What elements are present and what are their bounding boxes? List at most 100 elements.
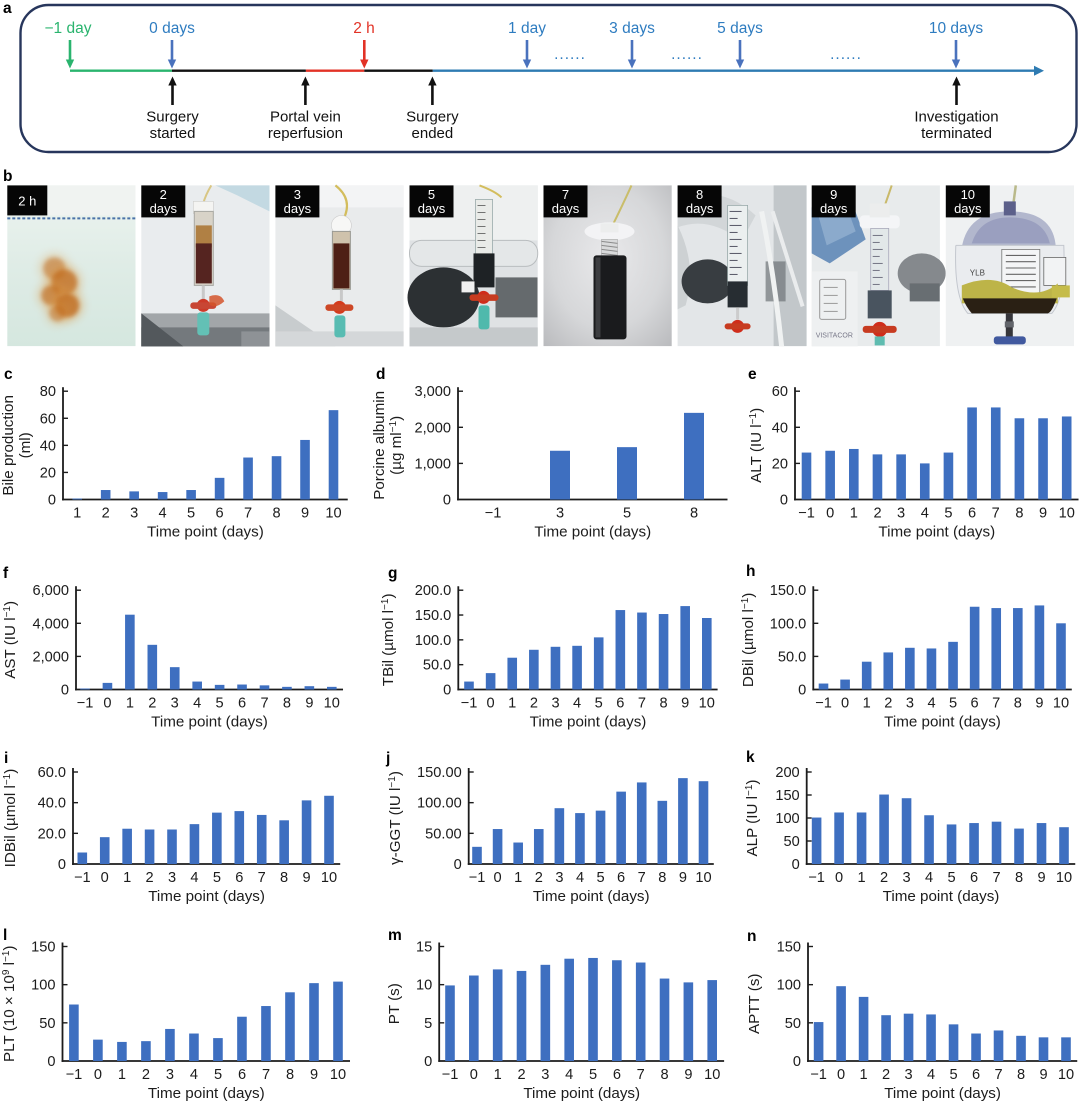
svg-text:Investigation: Investigation	[914, 109, 998, 126]
svg-text:(ml): (ml)	[17, 432, 34, 458]
svg-text:60: 60	[40, 411, 56, 427]
svg-text:6: 6	[970, 870, 978, 886]
svg-text:ended: ended	[412, 125, 454, 142]
svg-text:days: days	[954, 201, 982, 216]
svg-text:7: 7	[994, 1067, 1002, 1083]
svg-text:0: 0	[798, 683, 806, 699]
svg-text:3: 3	[541, 1067, 549, 1083]
svg-text:10: 10	[1059, 506, 1075, 522]
svg-text:3,000: 3,000	[414, 384, 451, 400]
svg-text:6: 6	[617, 870, 625, 886]
svg-text:3: 3	[166, 1067, 174, 1083]
svg-text:Bile production: Bile production	[0, 395, 17, 495]
svg-text:−1: −1	[798, 506, 815, 522]
svg-text:2: 2	[873, 506, 881, 522]
svg-text:PT (s): PT (s)	[386, 983, 403, 1024]
svg-text:100: 100	[31, 978, 55, 994]
svg-text:5: 5	[949, 696, 957, 712]
svg-text:8: 8	[696, 187, 703, 202]
svg-text:c: c	[4, 366, 13, 383]
svg-text:9: 9	[1035, 696, 1043, 712]
svg-text:10: 10	[1053, 696, 1069, 712]
svg-text:Time point (days): Time point (days)	[884, 1085, 1001, 1102]
svg-text:1 day: 1 day	[508, 20, 546, 37]
svg-text:50: 50	[785, 1016, 801, 1032]
svg-text:5: 5	[428, 187, 435, 202]
svg-text:10: 10	[325, 506, 341, 522]
svg-text:40: 40	[772, 420, 788, 436]
svg-text:1: 1	[858, 870, 866, 886]
svg-text:8: 8	[280, 870, 288, 886]
svg-text:5: 5	[596, 870, 604, 886]
svg-text:APTT (s): APTT (s)	[746, 974, 763, 1034]
svg-text:IDBil (µmol l−1): IDBil (µmol l−1)	[2, 769, 19, 868]
svg-text:days: days	[284, 201, 312, 216]
svg-text:8: 8	[660, 696, 668, 712]
svg-text:6: 6	[238, 696, 246, 712]
svg-text:9: 9	[303, 870, 311, 886]
svg-text:3: 3	[903, 870, 911, 886]
svg-text:4: 4	[573, 696, 581, 712]
svg-text:2: 2	[160, 187, 167, 202]
svg-text:7: 7	[562, 187, 569, 202]
svg-text:days: days	[150, 201, 178, 216]
svg-text:days: days	[418, 201, 446, 216]
svg-text:0: 0	[103, 696, 111, 712]
svg-text:8: 8	[1015, 870, 1023, 886]
svg-text:5: 5	[595, 696, 603, 712]
svg-text:0: 0	[793, 1054, 801, 1070]
svg-text:Time point (days): Time point (days)	[151, 714, 268, 731]
svg-text:d: d	[376, 366, 385, 383]
svg-text:7: 7	[258, 870, 266, 886]
svg-text:200: 200	[775, 765, 799, 781]
svg-text:6,000: 6,000	[32, 583, 69, 599]
svg-text:......: ......	[830, 46, 862, 63]
svg-text:4: 4	[193, 696, 201, 712]
svg-text:2: 2	[880, 870, 888, 886]
svg-text:7: 7	[638, 870, 646, 886]
svg-text:100.00: 100.00	[417, 796, 462, 812]
svg-text:10: 10	[699, 696, 715, 712]
svg-text:4: 4	[927, 696, 935, 712]
svg-text:days: days	[820, 201, 848, 216]
svg-text:(µg ml−1): (µg ml−1)	[388, 416, 405, 475]
svg-text:7: 7	[992, 696, 1000, 712]
svg-text:Time point (days): Time point (days)	[530, 714, 647, 731]
svg-text:8: 8	[658, 870, 666, 886]
svg-text:YLB: YLB	[970, 268, 985, 277]
svg-text:PLT (10 × 109 l−1): PLT (10 × 109 l−1)	[1, 946, 18, 1062]
svg-text:4: 4	[159, 506, 167, 522]
svg-text:0: 0	[792, 857, 800, 873]
svg-text:k: k	[746, 749, 755, 766]
svg-text:e: e	[748, 366, 757, 383]
svg-text:4: 4	[565, 1067, 573, 1083]
svg-text:5 days: 5 days	[717, 20, 763, 37]
svg-text:a: a	[3, 0, 12, 17]
svg-text:2: 2	[882, 1067, 890, 1083]
svg-text:5: 5	[944, 506, 952, 522]
svg-text:8: 8	[272, 506, 280, 522]
svg-text:0: 0	[58, 857, 66, 873]
svg-text:5: 5	[947, 870, 955, 886]
svg-text:−1: −1	[74, 870, 91, 886]
svg-text:0: 0	[837, 1067, 845, 1083]
svg-text:Time point (days): Time point (days)	[534, 524, 651, 541]
svg-text:4: 4	[925, 870, 933, 886]
svg-text:Portal vein: Portal vein	[270, 109, 341, 126]
svg-text:50.0: 50.0	[423, 658, 451, 674]
svg-text:20.0: 20.0	[38, 826, 66, 842]
svg-text:2,000: 2,000	[32, 649, 69, 665]
svg-text:1: 1	[126, 696, 134, 712]
svg-text:1: 1	[514, 870, 522, 886]
svg-text:3: 3	[555, 870, 563, 886]
svg-text:−1: −1	[469, 870, 486, 886]
svg-text:−1: −1	[808, 870, 825, 886]
svg-text:3: 3	[556, 506, 564, 522]
svg-text:10: 10	[704, 1067, 720, 1083]
svg-text:3 days: 3 days	[609, 20, 655, 37]
svg-text:0: 0	[494, 870, 502, 886]
svg-text:1: 1	[494, 1067, 502, 1083]
svg-text:9: 9	[310, 1067, 318, 1083]
svg-text:8: 8	[660, 1067, 668, 1083]
svg-text:Time point (days): Time point (days)	[533, 888, 650, 905]
